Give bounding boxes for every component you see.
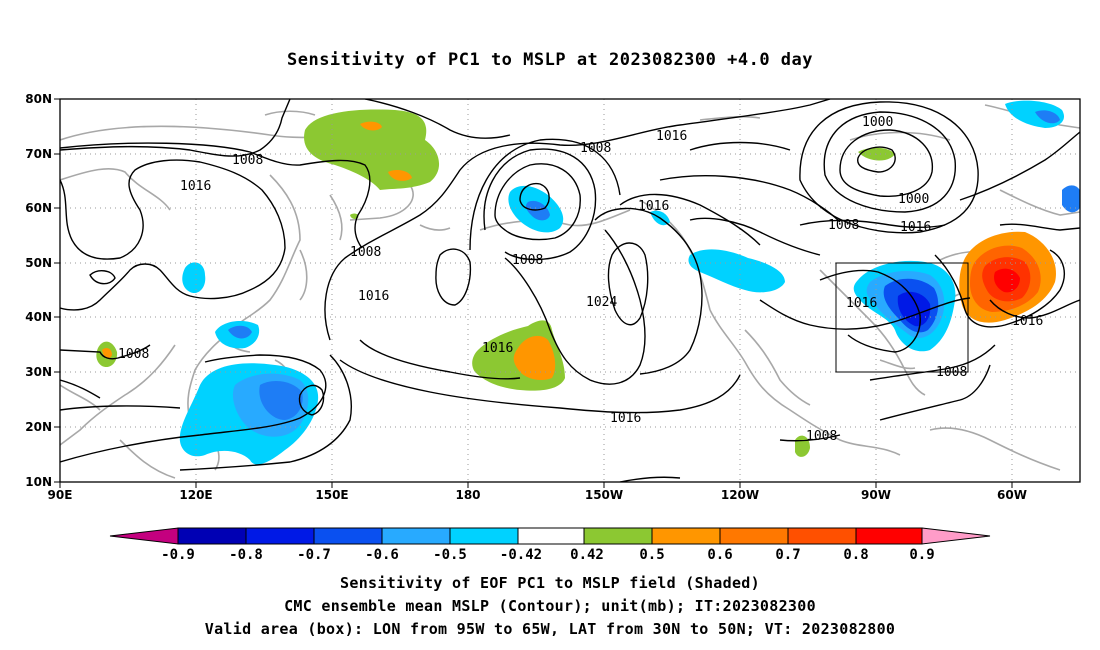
contour-label: 1016	[180, 179, 211, 194]
colorbar-left-arrow	[109, 527, 179, 545]
colorbar-right-arrow	[921, 527, 991, 545]
latitude-labels: 80N 70N 60N 50N 40N 30N 20N 10N	[25, 92, 52, 489]
contour-label: 1016	[656, 129, 687, 144]
colorbar-label: 0.7	[775, 547, 800, 563]
contour-label: 1016	[610, 411, 641, 426]
colorbar-swatch	[313, 527, 383, 545]
contour-label: 1016	[846, 296, 877, 311]
caption-valid-area: Valid area (box): LON from 95W to 65W, L…	[204, 620, 896, 638]
colorbar-swatch-lightblue	[381, 527, 451, 545]
colorbar-label: -0.8	[229, 547, 263, 563]
contour-label: 1008	[806, 429, 837, 444]
contour-label: 1008	[350, 245, 381, 260]
shade-greenland-blue	[1035, 110, 1060, 124]
lat-label: 60N	[25, 201, 52, 215]
contour-label: 1008	[118, 347, 149, 362]
colorbar-swatch	[245, 527, 315, 545]
colorbar-label: 0.5	[639, 547, 664, 563]
lat-label: 10N	[25, 475, 52, 489]
colorbar-swatch	[177, 527, 247, 545]
contour-label: 1008	[580, 141, 611, 156]
shade-siberia-orange-2	[388, 170, 412, 181]
contour-label: 1008	[512, 253, 543, 268]
colorbar-label: 0.8	[843, 547, 868, 563]
tick-marks	[54, 98, 1013, 488]
lon-label: 120E	[179, 488, 212, 502]
lat-label: 80N	[25, 92, 52, 106]
shade-wpac-blue	[259, 380, 303, 420]
colorbar-swatch	[787, 527, 857, 545]
lat-label: 40N	[25, 310, 52, 324]
valid-area-box	[835, 262, 969, 373]
contour-label: 1000	[898, 192, 929, 207]
colorbar-swatch	[855, 527, 923, 545]
contour-label: 1016	[900, 220, 931, 235]
map-frame	[59, 98, 1081, 483]
caption-contour: CMC ensemble mean MSLP (Contour); unit(m…	[284, 597, 816, 615]
contour-label: 1008	[828, 218, 859, 233]
lon-label: 180	[455, 488, 480, 502]
chart-title: Sensitivity of PC1 to MSLP at 2023082300…	[286, 50, 813, 70]
shade-cpac-orange	[513, 335, 556, 380]
shade-siberia-orange-1	[360, 121, 382, 131]
lat-label: 50N	[25, 256, 52, 270]
lon-label: 150W	[585, 488, 623, 502]
contour-label-extra: 1016	[1012, 314, 1043, 329]
contour-label: 1008	[936, 365, 967, 380]
contour-label-group: 1016 1008 1016 1008 1008 1016 1016 1024 …	[118, 115, 1043, 444]
colorbar-label: 0.6	[707, 547, 732, 563]
caption-shaded: Sensitivity of EOF PC1 to MSLP field (Sh…	[340, 574, 760, 592]
colorbar-label: -0.6	[365, 547, 399, 563]
sensitivity-shading	[96, 100, 1080, 465]
lon-label: 90E	[48, 488, 73, 502]
colorbar-label: 0.9	[909, 547, 934, 563]
lon-label: 90W	[861, 488, 891, 502]
lat-label: 30N	[25, 365, 52, 379]
colorbar-swatch	[583, 527, 653, 545]
colorbar-label: 0.42	[570, 547, 604, 563]
colorbar-label: -0.42	[500, 547, 542, 563]
shade-mongolia	[182, 262, 206, 294]
contour-label: 1016	[482, 341, 513, 356]
contour-label: 1008	[232, 153, 263, 168]
mslp-contours	[60, 99, 1080, 482]
colorbar-label: -0.7	[297, 547, 331, 563]
shade-tibet-orange	[102, 347, 112, 359]
colorbar-label: -0.5	[433, 547, 467, 563]
lon-label: 150E	[315, 488, 348, 502]
contour-label: 1000	[862, 115, 893, 130]
lon-label: 60W	[997, 488, 1027, 502]
colorbar-swatch-cyan	[449, 527, 519, 545]
colorbar-label: -0.9	[161, 547, 195, 563]
colorbar-swatch	[517, 527, 585, 545]
contour-label: 1016	[638, 199, 669, 214]
colorbar	[109, 527, 991, 545]
shade-bering-blue	[525, 200, 550, 221]
contour-label: 1016	[358, 289, 389, 304]
colorbar-swatch	[719, 527, 789, 545]
shade-siberia	[304, 109, 440, 190]
shade-eastedge	[1062, 185, 1080, 213]
longitude-labels: 90E 120E 150E 180 150W 120W 90W 60W	[48, 488, 1027, 502]
lon-label: 120W	[721, 488, 759, 502]
lat-label: 70N	[25, 147, 52, 161]
colorbar-swatch	[651, 527, 721, 545]
shade-atlantic-core	[994, 268, 1020, 293]
lat-label: 20N	[25, 420, 52, 434]
contour-label: 1024	[586, 295, 617, 310]
shade-korea-blue	[228, 325, 252, 339]
shade-bc	[688, 249, 785, 293]
colorbar-labels: -0.9 -0.8 -0.7 -0.6 -0.5 -0.42 0.42 0.5 …	[161, 547, 935, 563]
